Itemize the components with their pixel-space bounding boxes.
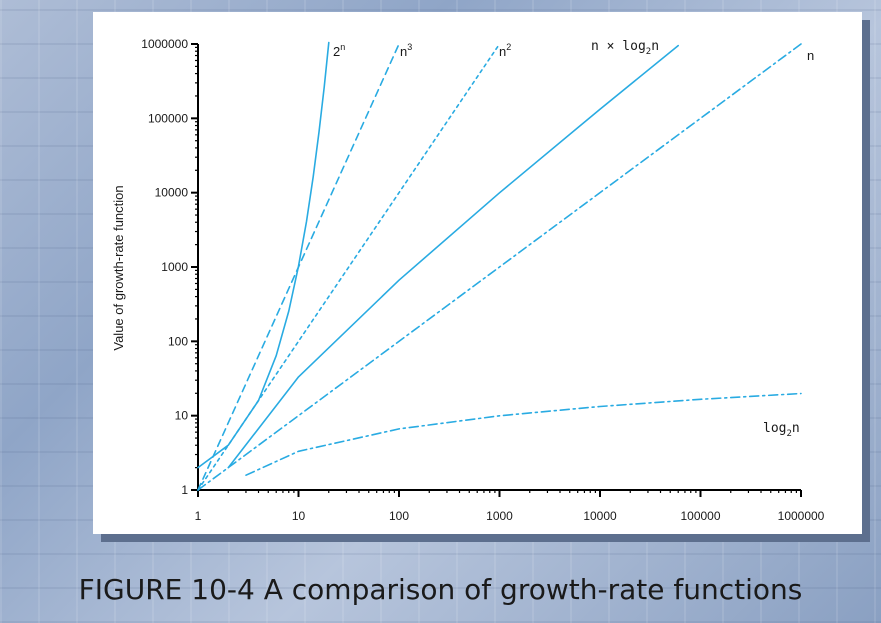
x-tick-label: 10000 [583, 509, 617, 523]
series-line-n- [197, 43, 400, 491]
series-line-n-log-n [227, 44, 679, 469]
x-tick-label: 100000 [680, 509, 720, 523]
x-tick-label: 10 [292, 509, 306, 523]
y-tick-label: 1000000 [141, 37, 188, 51]
series-line-2- [197, 41, 330, 469]
y-tick-label: 1 [181, 483, 188, 497]
series-label: n3 [400, 42, 412, 59]
y-tick-label: 10000 [155, 186, 189, 200]
x-tick-label: 1 [195, 509, 202, 523]
series-label: n [807, 48, 814, 63]
x-tick-label: 1000000 [778, 509, 825, 523]
series-label: n × log2n [591, 39, 659, 57]
figure-panel [93, 12, 862, 534]
series-labels: 2n n3 n2 n × log2n n log2n [333, 39, 814, 439]
series-label: 2n [333, 42, 345, 59]
figure-caption: FIGURE 10-4 A comparison of growth-rate … [78, 573, 803, 606]
series-line-log-n [245, 392, 802, 476]
chart-axes: 1 10 100 1000 10000 100000 1000000 1 10 100 1000 10… [141, 37, 824, 523]
series-line-n- [197, 43, 501, 491]
y-tick-label: 10 [175, 409, 189, 423]
series-line-n [197, 43, 802, 491]
x-tick-label: 1000 [486, 509, 513, 523]
y-tick-label: 1000 [161, 260, 188, 274]
x-tick-label: 100 [389, 509, 409, 523]
y-axis-label: Value of growth-rate function [111, 185, 126, 350]
series-label: log2n [763, 421, 800, 439]
y-tick-label: 100000 [148, 111, 188, 125]
chart-series [197, 41, 802, 491]
y-tick-label: 100 [168, 334, 188, 348]
series-label: n2 [499, 42, 511, 59]
